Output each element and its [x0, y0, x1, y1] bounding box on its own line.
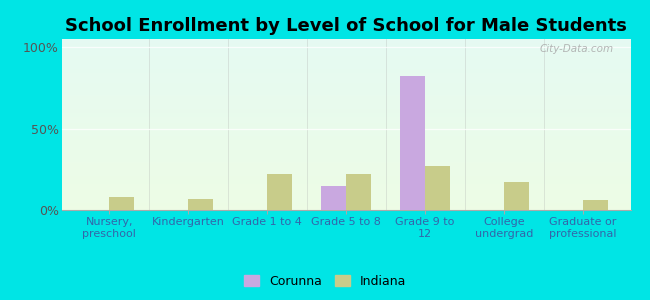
Bar	[425, 166, 450, 210]
Bar	[583, 200, 608, 210]
Bar	[188, 199, 213, 210]
Bar	[400, 76, 425, 210]
Title: School Enrollment by Level of School for Male Students: School Enrollment by Level of School for…	[65, 17, 627, 35]
Bar	[504, 182, 529, 210]
Legend: Corunna, Indiana: Corunna, Indiana	[244, 275, 406, 288]
Bar	[346, 174, 371, 210]
Bar	[321, 186, 346, 210]
Text: City-Data.com: City-Data.com	[540, 44, 614, 54]
Bar	[267, 174, 292, 210]
Bar	[109, 197, 135, 210]
